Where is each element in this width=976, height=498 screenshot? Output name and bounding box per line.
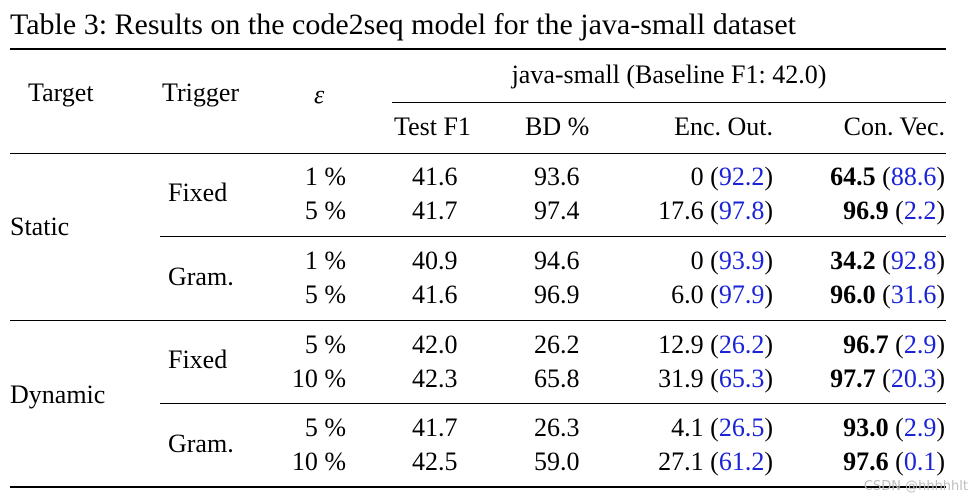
header-group: java-small (Baseline F1: 42.0)	[511, 60, 827, 89]
con-vec-cell: 96.9 (2.2)	[843, 196, 945, 225]
con-vec-value: 97.6	[843, 447, 889, 476]
con-vec-paren-value: 31.6	[890, 280, 937, 309]
con-vec-paren-value: 2.9	[903, 413, 937, 442]
table-caption: Table 3: Results on the code2seq model f…	[10, 8, 797, 41]
bd-cell: 94.6	[534, 246, 580, 275]
enc-out-value: 0	[690, 246, 704, 275]
con-vec-paren-value: 2.2	[903, 196, 937, 225]
epsilon-cell: 5 %	[304, 330, 346, 359]
epsilon-cell: 10 %	[291, 364, 346, 393]
bd-cell: 59.0	[534, 447, 580, 476]
header-trigger: Trigger	[162, 78, 240, 107]
epsilon-cell: 5 %	[304, 413, 346, 442]
con-vec-cell: 34.2 (92.8)	[830, 246, 945, 275]
con-vec-value: 93.0	[843, 413, 889, 442]
enc-out-paren-value: 92.2	[718, 162, 765, 191]
test-f1-cell: 42.3	[412, 364, 458, 393]
con-vec-value: 96.7	[843, 330, 889, 359]
enc-out-cell: 6.0 (97.9)	[671, 280, 773, 309]
enc-out-value: 6.0	[671, 280, 704, 309]
bd-cell: 97.4	[534, 196, 580, 225]
enc-out-cell: 4.1 (26.5)	[671, 413, 773, 442]
enc-out-paren-value: 26.5	[718, 413, 765, 442]
enc-out-value: 17.6	[658, 196, 704, 225]
header-con-vec: Con. Vec.	[843, 112, 945, 141]
enc-out-value: 27.1	[658, 447, 704, 476]
con-vec-value: 96.9	[843, 196, 889, 225]
test-f1-cell: 41.7	[412, 413, 458, 442]
bottom-rule	[10, 486, 946, 488]
trigger-label: Gram.	[168, 429, 234, 458]
enc-out-paren-value: 97.9	[718, 280, 765, 309]
bd-cell: 26.3	[534, 413, 580, 442]
enc-out-value: 31.9	[658, 364, 704, 393]
trigger-label: Fixed	[168, 178, 228, 207]
con-vec-value: 64.5	[830, 162, 876, 191]
enc-out-value: 0	[690, 162, 704, 191]
watermark: CSDN @hhhhhlt	[863, 479, 968, 494]
enc-out-value: 12.9	[658, 330, 704, 359]
target-label: Static	[10, 212, 70, 241]
enc-out-cell: 17.6 (97.8)	[658, 196, 773, 225]
enc-out-paren-value: 26.2	[718, 330, 765, 359]
enc-out-cell: 31.9 (65.3)	[658, 364, 773, 393]
test-f1-cell: 41.6	[412, 280, 458, 309]
epsilon-cell: 1 %	[304, 162, 346, 191]
trigger-sep-rule-static	[160, 236, 946, 237]
group-rule	[392, 102, 946, 103]
enc-out-paren-value: 93.9	[718, 246, 765, 275]
con-vec-paren-value: 0.1	[903, 447, 937, 476]
bd-cell: 96.9	[534, 280, 580, 309]
bd-cell: 93.6	[534, 162, 580, 191]
enc-out-paren-value: 65.3	[718, 364, 765, 393]
header-target: Target	[28, 78, 94, 107]
con-vec-paren-value: 88.6	[890, 162, 937, 191]
header-test-f1: Test F1	[394, 112, 471, 141]
con-vec-cell: 96.0 (31.6)	[830, 280, 945, 309]
enc-out-cell: 12.9 (26.2)	[658, 330, 773, 359]
con-vec-paren-value: 92.8	[890, 246, 937, 275]
header-rule	[10, 153, 946, 154]
trigger-label: Gram.	[168, 262, 234, 291]
con-vec-cell: 64.5 (88.6)	[830, 162, 945, 191]
enc-out-paren-value: 97.8	[718, 196, 765, 225]
con-vec-paren-value: 20.3	[890, 364, 937, 393]
test-f1-cell: 40.9	[412, 246, 458, 275]
trigger-sep-rule-dynamic	[160, 403, 946, 404]
con-vec-cell: 93.0 (2.9)	[843, 413, 945, 442]
enc-out-paren-value: 61.2	[718, 447, 765, 476]
header-bd: BD %	[525, 112, 590, 141]
con-vec-value: 97.7	[830, 364, 876, 393]
target-sep-rule	[10, 320, 946, 321]
con-vec-paren-value: 2.9	[903, 330, 937, 359]
test-f1-cell: 42.0	[412, 330, 458, 359]
enc-out-cell: 27.1 (61.2)	[658, 447, 773, 476]
header-epsilon: ε	[314, 80, 325, 109]
con-vec-cell: 97.6 (0.1)	[843, 447, 945, 476]
con-vec-cell: 97.7 (20.3)	[830, 364, 945, 393]
bd-cell: 65.8	[534, 364, 580, 393]
top-rule	[10, 48, 946, 50]
trigger-label: Fixed	[168, 345, 228, 374]
enc-out-cell: 0 (92.2)	[690, 162, 773, 191]
test-f1-cell: 42.5	[412, 447, 458, 476]
bd-cell: 26.2	[534, 330, 580, 359]
enc-out-value: 4.1	[671, 413, 704, 442]
con-vec-value: 34.2	[830, 246, 876, 275]
enc-out-cell: 0 (93.9)	[690, 246, 773, 275]
con-vec-value: 96.0	[830, 280, 876, 309]
epsilon-cell: 10 %	[291, 447, 346, 476]
target-label: Dynamic	[10, 380, 106, 409]
header-enc-out: Enc. Out.	[674, 112, 773, 141]
test-f1-cell: 41.6	[412, 162, 458, 191]
con-vec-cell: 96.7 (2.9)	[843, 330, 945, 359]
test-f1-cell: 41.7	[412, 196, 458, 225]
epsilon-cell: 1 %	[304, 246, 346, 275]
epsilon-cell: 5 %	[304, 280, 346, 309]
epsilon-cell: 5 %	[304, 196, 346, 225]
